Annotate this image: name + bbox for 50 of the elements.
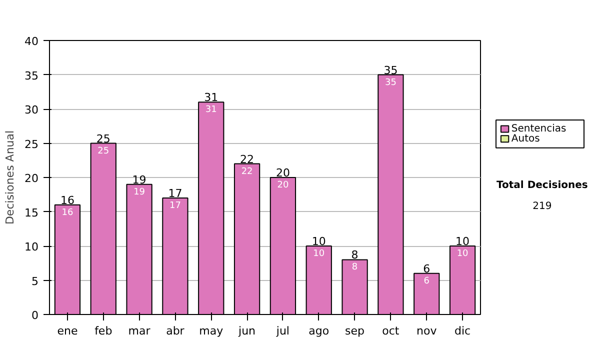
data-label: 19 xyxy=(134,187,146,198)
x-tick-label: ene xyxy=(57,324,78,338)
total-label: 8 xyxy=(351,248,358,262)
total-label: 10 xyxy=(312,235,326,248)
y-tick-label: 10 xyxy=(24,240,39,254)
data-label: 8 xyxy=(352,262,358,273)
total-label: 25 xyxy=(96,132,110,146)
x-tick-label: may xyxy=(199,324,224,338)
x-tick-label: nov xyxy=(416,324,438,338)
y-axis-title: Decisiones Anual xyxy=(4,130,17,225)
x-tick-label: abr xyxy=(166,324,185,338)
x-tick-label: mar xyxy=(128,324,151,338)
total-label: 22 xyxy=(240,152,254,166)
data-label: 17 xyxy=(169,201,181,212)
y-tick-label: 15 xyxy=(24,206,39,220)
text: 219 xyxy=(532,200,552,212)
y-tick-label: 25 xyxy=(24,138,39,151)
data-label: 6 xyxy=(424,276,430,286)
x-tick-label: ago xyxy=(308,324,330,338)
legend-label: Sentencias xyxy=(511,124,566,134)
total-label: 10 xyxy=(456,235,470,248)
total-label: 16 xyxy=(60,194,74,207)
total-label: 35 xyxy=(384,64,398,77)
legend-label: Autos xyxy=(511,133,540,144)
total-label: 6 xyxy=(423,262,430,276)
data-label: 16 xyxy=(62,208,74,218)
y-tick-label: 35 xyxy=(24,69,39,82)
data-label: 10 xyxy=(456,249,469,259)
data-label: 35 xyxy=(384,78,396,88)
y-tick-label: 0 xyxy=(32,309,38,322)
y-tick-label: 5 xyxy=(32,274,38,288)
x-tick-label: sep xyxy=(345,324,365,338)
data-label: 31 xyxy=(205,105,217,116)
y-tick-label: 40 xyxy=(24,35,39,48)
data-label: 25 xyxy=(98,146,110,156)
data-label: 20 xyxy=(277,180,289,190)
total-label: 20 xyxy=(276,166,290,180)
x-tick-label: feb xyxy=(94,324,112,338)
y-tick-label: 20 xyxy=(24,172,39,185)
x-tick-label: jun xyxy=(238,324,256,338)
data-label: 10 xyxy=(313,249,325,259)
total-label: 17 xyxy=(168,187,182,200)
y-tick-label: 30 xyxy=(24,104,39,116)
data-label: 22 xyxy=(241,166,253,177)
total-label: 31 xyxy=(204,91,218,104)
total-label: 19 xyxy=(132,173,146,186)
x-tick-label: dic xyxy=(454,324,471,338)
x-tick-label: oct xyxy=(382,324,400,338)
text: Total Decisiones xyxy=(496,180,588,192)
x-tick-label: jul xyxy=(275,324,290,338)
